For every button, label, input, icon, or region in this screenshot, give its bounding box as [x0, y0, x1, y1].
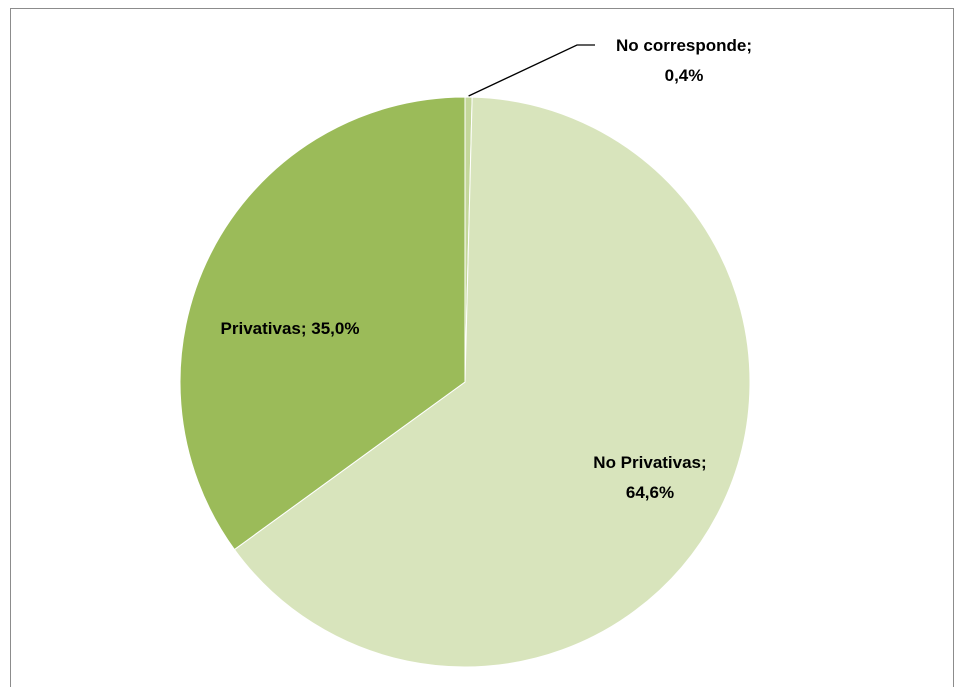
pie-slice-no-privativas	[233, 96, 751, 668]
data-label-no-corresponde: No corresponde; 0,4%	[616, 36, 752, 85]
data-label-privativas: Privativas; 35,0%	[221, 319, 360, 338]
chart-frame: No corresponde; 0,4% No Privativas; 64,6% Pr…	[10, 8, 954, 687]
pie-slice-privativas	[179, 96, 466, 551]
data-label-no-privativas: No Privativas; 64,6%	[593, 453, 706, 502]
pie-chart: No corresponde; 0,4% No Privativas; 64,6% Pr…	[179, 36, 752, 668]
leader-line-no-corresponde	[468, 44, 595, 97]
